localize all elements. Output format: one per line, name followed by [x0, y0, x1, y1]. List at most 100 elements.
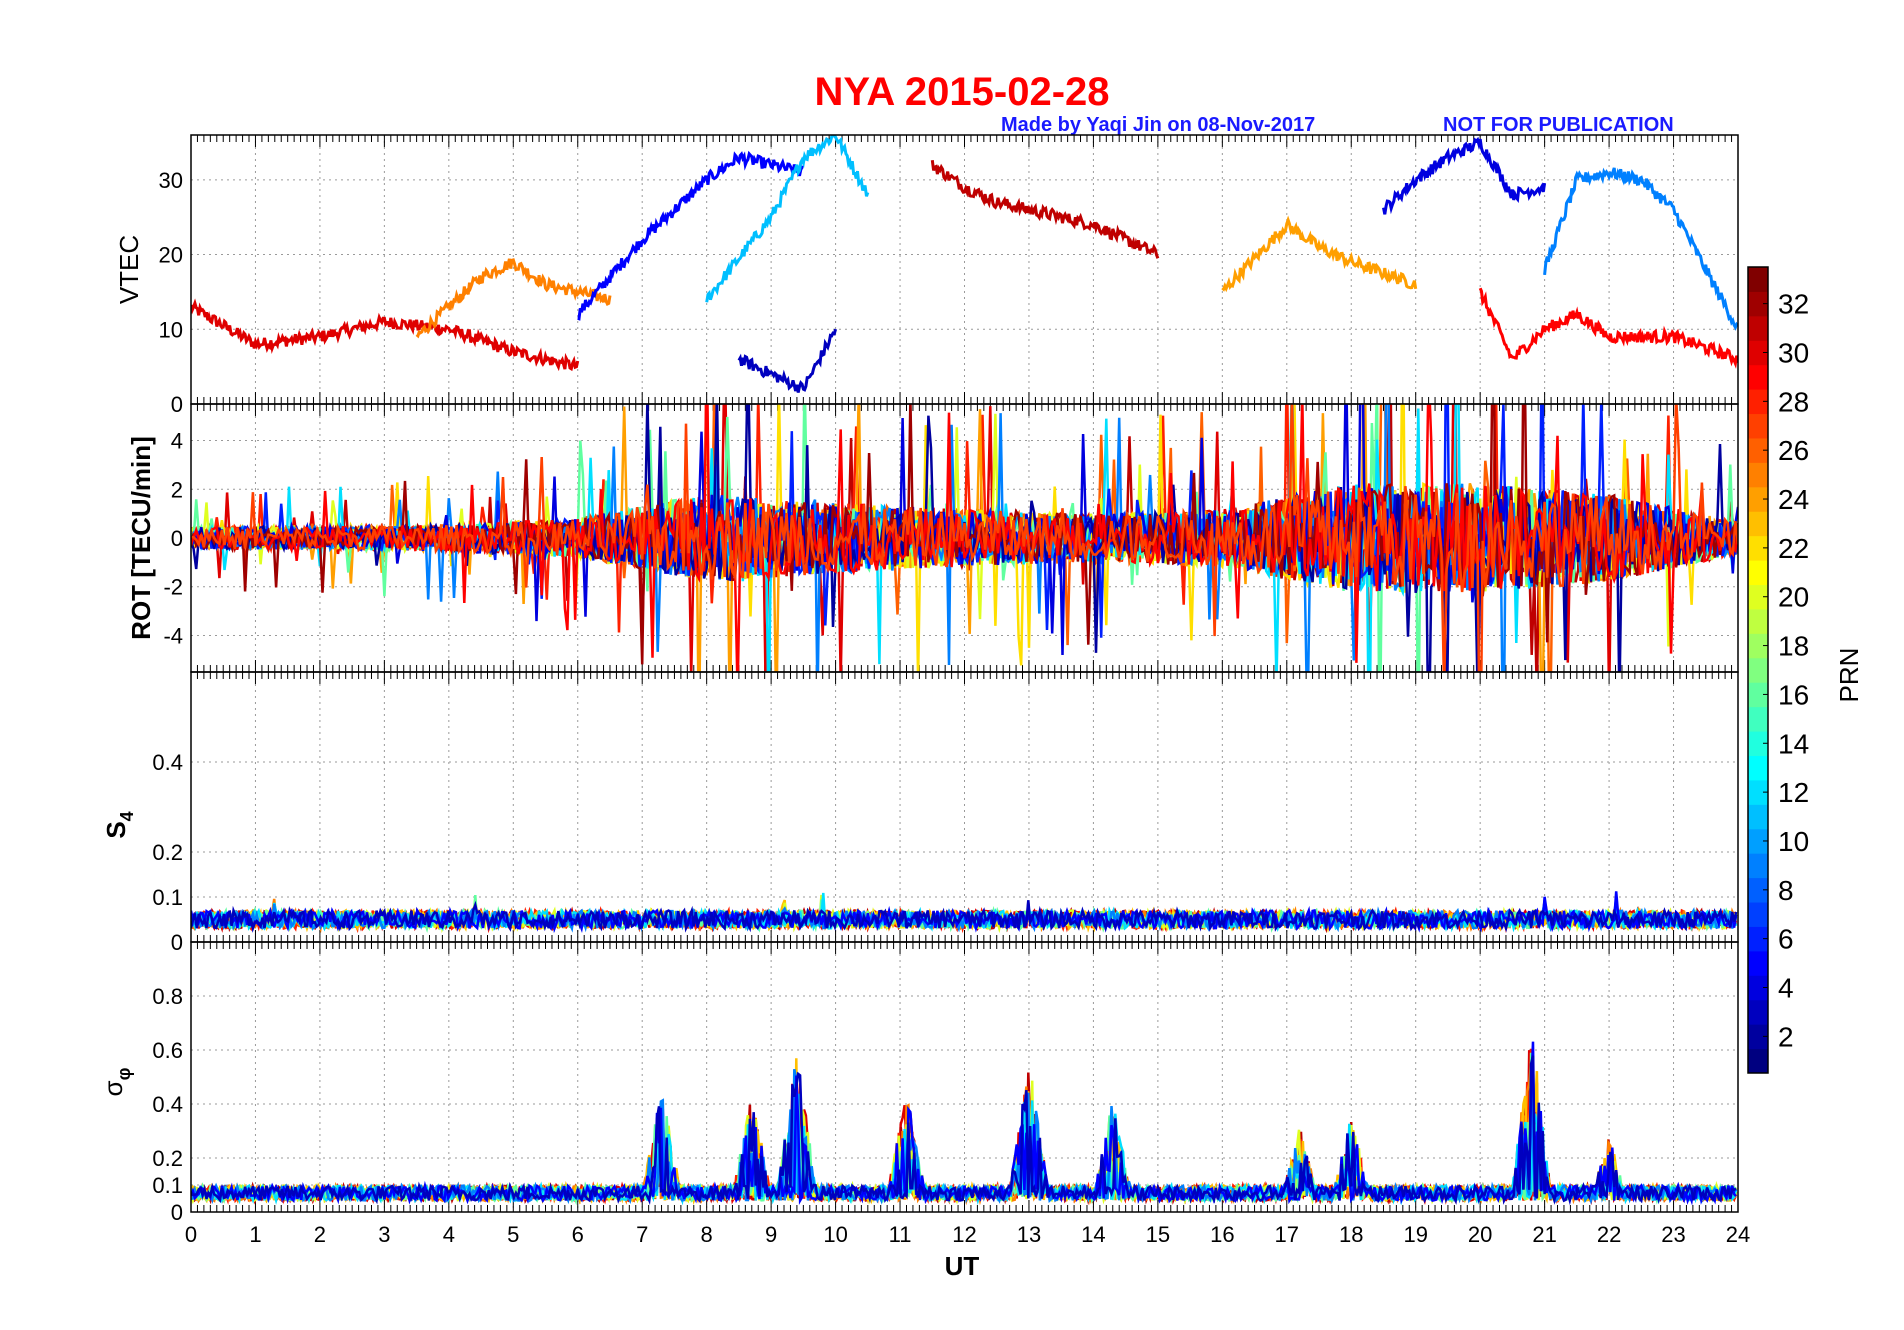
colorbar-swatch [1748, 804, 1768, 830]
colorbar-swatch [1748, 706, 1768, 732]
colorbar-swatch [1748, 315, 1768, 341]
y-axis-label: ROT [TECU/min] [126, 436, 156, 640]
x-tick-label: 24 [1726, 1222, 1750, 1247]
panel-rot: -4 -2 0 2 4 ROT [TECU/min] [126, 403, 1739, 673]
vtec-series-line [705, 135, 870, 303]
y-tick-label: 20 [159, 243, 183, 268]
colorbar-swatch [1748, 486, 1768, 512]
colorbar-tick-label: 14 [1778, 728, 1809, 759]
panel-frame [190, 941, 1739, 1213]
index-series-line [191, 1052, 1737, 1206]
x-tick-label: 7 [636, 1222, 648, 1247]
colorbar-swatch [1748, 511, 1768, 537]
vtec-series-line [415, 258, 612, 339]
colorbar-tick-label: 24 [1778, 484, 1809, 515]
index-series-line [191, 1058, 1738, 1206]
index-series-line [191, 900, 1738, 933]
series-group [191, 1041, 1738, 1206]
colorbar-swatch [1748, 999, 1768, 1025]
colorbar-tick-label: 30 [1778, 337, 1809, 368]
colorbar-swatch [1748, 828, 1768, 854]
colorbar-swatch [1748, 975, 1768, 1001]
colorbar-frame [1747, 266, 1769, 1074]
y-tick-label: 0.2 [152, 840, 183, 865]
colorbar-swatch [1748, 364, 1768, 390]
index-series-line [191, 1041, 1738, 1206]
x-tick-label: 20 [1468, 1222, 1492, 1247]
x-tick-label: 23 [1661, 1222, 1685, 1247]
y-axis-label: σφ [98, 1067, 134, 1096]
y-tick-label: 0.1 [152, 1173, 183, 1198]
colorbar-swatch [1748, 267, 1768, 292]
colorbar-tick-label: 22 [1778, 533, 1809, 564]
colorbar-swatch [1748, 633, 1768, 659]
colorbar-tick-label: 28 [1778, 386, 1809, 417]
colorbar-tick-label: 18 [1778, 631, 1809, 662]
colorbar-tick-label: 26 [1778, 435, 1809, 466]
y-tick-label: 0 [171, 930, 183, 955]
chart-title: NYA 2015-02-28 [814, 70, 1109, 114]
colorbar-swatch [1748, 853, 1768, 879]
x-tick-label: 16 [1210, 1222, 1234, 1247]
x-tick-label: 19 [1403, 1222, 1427, 1247]
panel-s4: 0 0.1 0.2 0.4 S4 [101, 671, 1739, 955]
y-tick-label: 4 [171, 429, 183, 454]
colorbar-tick-label: 16 [1778, 679, 1809, 710]
x-tick-label: 9 [765, 1222, 777, 1247]
colorbar-tick-label: 32 [1778, 289, 1809, 320]
x-tick-label: 6 [572, 1222, 584, 1247]
index-series-line [191, 1048, 1738, 1205]
y-tick-label: 0.6 [152, 1038, 183, 1063]
vtec-series-line [577, 150, 804, 321]
colorbar-tick-label: 2 [1778, 1021, 1794, 1052]
rot-series-line [191, 404, 1738, 672]
colorbar-tick-label: 12 [1778, 777, 1809, 808]
y-tick-label: 30 [159, 168, 183, 193]
x-tick-label: 11 [889, 1222, 912, 1247]
index-series-line [191, 1061, 1738, 1206]
series-group [191, 891, 1738, 934]
index-series-line [191, 1072, 1737, 1206]
vtec-series-line [1382, 136, 1547, 215]
colorbar-tick-label: 10 [1778, 826, 1809, 857]
y-axis-label: VTEC [114, 235, 144, 304]
x-tick-label: 14 [1081, 1222, 1105, 1247]
y-tick-label: 0 [171, 1200, 183, 1225]
y-tick-label: 0.1 [152, 885, 183, 910]
y-tick-label: 2 [171, 477, 183, 502]
colorbar-tick-label: 20 [1778, 582, 1809, 613]
colorbar-swatch [1748, 291, 1768, 317]
colorbar-swatch [1748, 560, 1768, 586]
notice-text: NOT FOR PUBLICATION [1443, 114, 1674, 136]
colorbar-swatch [1748, 608, 1768, 634]
colorbar-swatch [1748, 950, 1768, 976]
x-tick-label: 18 [1339, 1222, 1363, 1247]
credit-text: Made by Yaqi Jin on 08-Nov-2017 [1001, 114, 1315, 136]
colorbar-tick-label: 8 [1778, 875, 1794, 906]
y-tick-label: 0.4 [152, 1092, 183, 1117]
colorbar-swatch [1748, 584, 1768, 610]
index-series-line [191, 1080, 1738, 1205]
vtec-series-line [930, 160, 1160, 259]
panel-vtec: 0 10 20 30 VTEC [114, 134, 1739, 417]
index-series-line [191, 1050, 1738, 1206]
y-tick-label: -2 [163, 575, 183, 600]
vtec-series-line [1478, 287, 1738, 369]
colorbar-swatch [1748, 535, 1768, 561]
vtec-series-line [1221, 215, 1418, 293]
x-tick-label: 4 [443, 1222, 455, 1247]
colorbar-swatch [1748, 1048, 1768, 1074]
colorbar-swatch [1748, 1024, 1768, 1050]
y-axis-label: S4 [101, 811, 137, 838]
x-tick-label: 17 [1275, 1222, 1299, 1247]
colorbar-swatch [1748, 755, 1768, 781]
colorbar-swatch [1748, 926, 1768, 952]
series-group [191, 404, 1738, 672]
colorbar-tick-label: 4 [1778, 973, 1794, 1004]
y-tick-label: 0.4 [152, 750, 183, 775]
y-tick-label: 0 [171, 526, 183, 551]
vtec-series-line [737, 328, 838, 393]
